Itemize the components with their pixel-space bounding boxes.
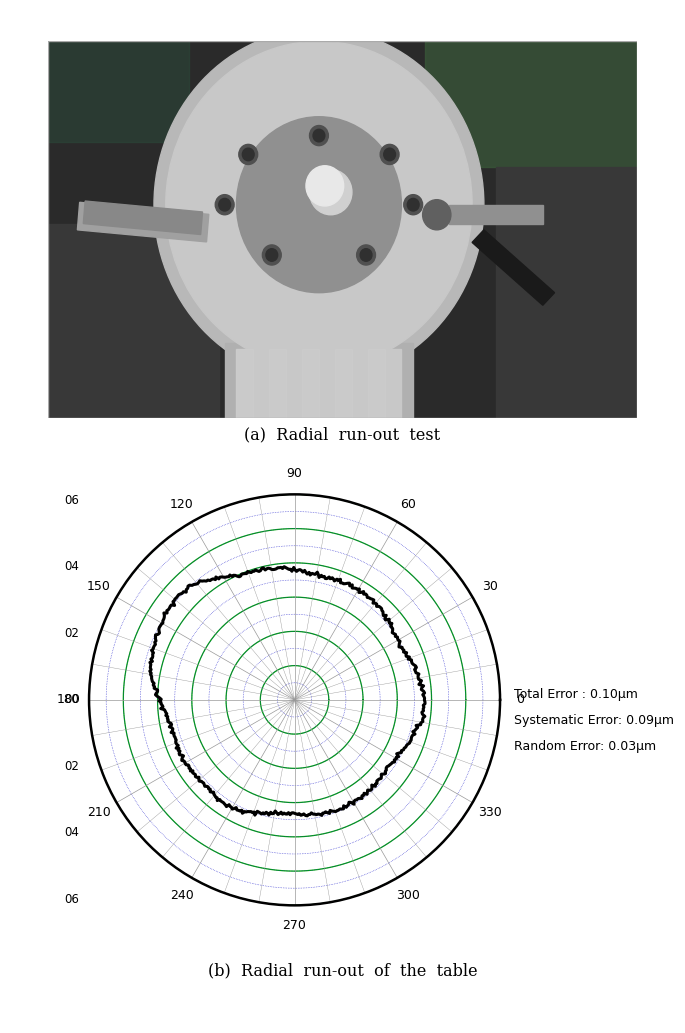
Circle shape: [154, 29, 484, 380]
Circle shape: [215, 194, 234, 215]
Bar: [423, 492, 593, 605]
Text: 02: 02: [64, 627, 79, 639]
Circle shape: [310, 126, 328, 146]
Circle shape: [306, 165, 344, 206]
Circle shape: [310, 169, 352, 215]
Text: (b)  Radial  run-out  of  the  table: (b) Radial run-out of the table: [208, 963, 477, 979]
Text: 06: 06: [64, 494, 79, 507]
Text: 30: 30: [482, 581, 498, 593]
Bar: [449, 205, 543, 223]
Circle shape: [313, 129, 325, 142]
Text: 270: 270: [283, 919, 306, 933]
Circle shape: [242, 148, 254, 161]
Circle shape: [408, 198, 419, 211]
Circle shape: [166, 41, 472, 368]
Text: 210: 210: [87, 807, 111, 819]
Circle shape: [423, 199, 451, 230]
Text: 330: 330: [478, 807, 502, 819]
Bar: [303, 349, 319, 418]
Circle shape: [357, 245, 375, 265]
Bar: [77, 202, 209, 242]
Circle shape: [403, 194, 423, 215]
Circle shape: [380, 145, 399, 164]
Bar: [84, 201, 203, 234]
Text: 120: 120: [170, 498, 193, 510]
Polygon shape: [472, 229, 555, 306]
Bar: [225, 343, 413, 418]
Text: 300: 300: [396, 889, 419, 902]
Bar: [496, 167, 637, 418]
Text: (a)  Radial  run-out  test: (a) Radial run-out test: [245, 427, 440, 443]
Text: Random Error: 0.03μm: Random Error: 0.03μm: [514, 740, 656, 753]
Text: 90: 90: [286, 467, 303, 480]
Text: 06: 06: [64, 893, 79, 906]
Circle shape: [266, 249, 277, 261]
Bar: [269, 349, 286, 418]
Bar: [48, 41, 189, 142]
Circle shape: [360, 249, 372, 261]
Circle shape: [384, 148, 395, 161]
Circle shape: [236, 117, 401, 292]
Text: 60: 60: [399, 498, 416, 510]
Bar: [236, 349, 253, 418]
Bar: [425, 41, 637, 167]
Text: 150: 150: [87, 581, 111, 593]
Circle shape: [219, 198, 231, 211]
Text: 180: 180: [57, 693, 80, 707]
Text: 02: 02: [64, 760, 79, 773]
Text: 04: 04: [64, 826, 79, 839]
Circle shape: [262, 245, 282, 265]
Bar: [236, 349, 401, 418]
Circle shape: [239, 145, 258, 164]
Bar: [369, 349, 385, 418]
Bar: [336, 349, 352, 418]
Text: 00: 00: [64, 693, 79, 707]
Text: 240: 240: [170, 889, 193, 902]
Bar: [48, 223, 219, 418]
Text: 0: 0: [516, 693, 525, 707]
Text: Systematic Error: 0.09μm: Systematic Error: 0.09μm: [514, 714, 674, 727]
Text: Total Error : 0.10μm: Total Error : 0.10μm: [514, 688, 638, 701]
Text: 04: 04: [64, 561, 79, 573]
